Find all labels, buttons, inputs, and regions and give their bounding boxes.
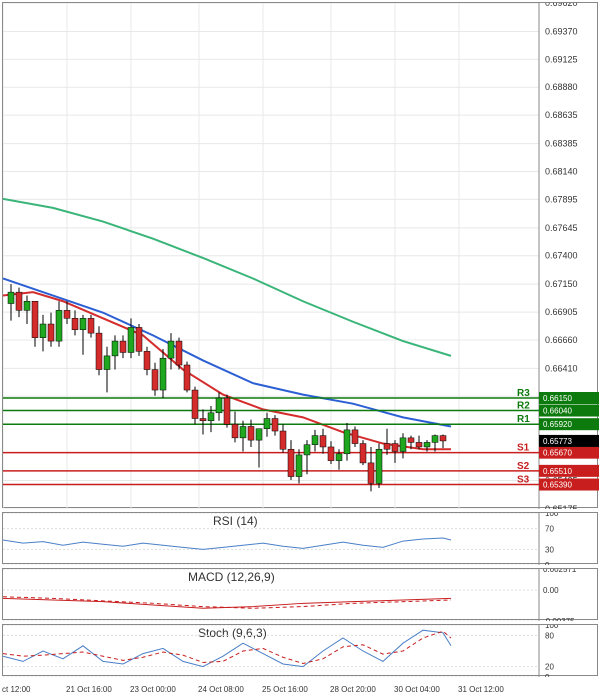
svg-text:0.65920: 0.65920 xyxy=(543,420,572,429)
rsi-panel: RSI (14) 10070300 xyxy=(2,512,598,564)
svg-text:R2: R2 xyxy=(517,401,530,412)
svg-text:S3: S3 xyxy=(517,475,530,486)
svg-text:23 Oct 00:00: 23 Oct 00:00 xyxy=(130,685,176,694)
svg-text:100: 100 xyxy=(545,513,559,518)
svg-text:R1: R1 xyxy=(517,414,530,425)
svg-text:0.68140: 0.68140 xyxy=(545,166,578,176)
svg-text:0.67895: 0.67895 xyxy=(545,194,578,204)
svg-text:S1: S1 xyxy=(517,443,530,454)
svg-text:0.69370: 0.69370 xyxy=(545,26,578,36)
svg-text:0.66660: 0.66660 xyxy=(545,335,578,345)
svg-text:100: 100 xyxy=(545,625,559,630)
svg-text:0.65670: 0.65670 xyxy=(543,449,572,458)
macd-panel: MACD (12,26,9) 0.0025710.00-0.00375 xyxy=(2,568,598,620)
xaxis-svg: ct 12:00 21 Oct 16:00 23 Oct 00:00 24 Oct 0… xyxy=(2,680,598,698)
svg-text:0.66040: 0.66040 xyxy=(543,407,572,416)
svg-text:0.68385: 0.68385 xyxy=(545,139,578,149)
svg-text:S2: S2 xyxy=(517,461,530,472)
svg-text:70: 70 xyxy=(545,525,554,534)
stoch-svg: 10080 200 xyxy=(3,625,599,677)
svg-text:25 Oct 16:00: 25 Oct 16:00 xyxy=(262,685,308,694)
x-axis: ct 12:00 21 Oct 16:00 23 Oct 00:00 24 Oct 0… xyxy=(2,680,598,698)
svg-text:0.66905: 0.66905 xyxy=(545,307,578,317)
stoch-panel: Stoch (9,6,3) 10080200 xyxy=(2,624,598,676)
svg-text:31 Oct 12:00: 31 Oct 12:00 xyxy=(458,685,504,694)
svg-text:0.65390: 0.65390 xyxy=(543,481,572,490)
svg-text:0: 0 xyxy=(545,561,550,565)
svg-text:0.65510: 0.65510 xyxy=(543,467,572,476)
svg-text:ct 12:00: ct 12:00 xyxy=(2,685,31,694)
svg-text:0.67150: 0.67150 xyxy=(545,279,578,289)
svg-text:0.67400: 0.67400 xyxy=(545,251,578,261)
svg-text:0.002571: 0.002571 xyxy=(543,569,577,574)
rsi-svg: 100 70 30 0 xyxy=(3,513,599,565)
svg-text:0.68880: 0.68880 xyxy=(545,82,578,92)
svg-text:80: 80 xyxy=(545,631,554,640)
svg-text:21 Oct 16:00: 21 Oct 16:00 xyxy=(66,685,112,694)
svg-text:0.68635: 0.68635 xyxy=(545,110,578,120)
svg-text:0.66410: 0.66410 xyxy=(545,363,578,373)
svg-text:30: 30 xyxy=(545,545,554,554)
main-chart-svg: 0.69620 0.69370 0.69125 0.68880 0.68635 0.683… xyxy=(3,3,599,509)
svg-text:0.00: 0.00 xyxy=(543,586,559,595)
svg-text:0.69620: 0.69620 xyxy=(545,3,578,8)
svg-text:-0.00375: -0.00375 xyxy=(543,617,575,621)
svg-text:R3: R3 xyxy=(517,388,530,399)
macd-svg: 0.002571 0.00 -0.00375 xyxy=(3,569,599,621)
main-price-chart: 0.69620 0.69370 0.69125 0.68880 0.68635 0.683… xyxy=(2,2,598,508)
svg-text:0.65773: 0.65773 xyxy=(543,437,572,446)
svg-text:0: 0 xyxy=(545,673,550,677)
svg-text:0.66150: 0.66150 xyxy=(543,394,572,403)
svg-text:24 Oct 08:00: 24 Oct 08:00 xyxy=(198,685,244,694)
svg-text:0.69125: 0.69125 xyxy=(545,54,578,64)
svg-text:28 Oct 20:00: 28 Oct 20:00 xyxy=(330,685,376,694)
svg-text:30 Oct 04:00: 30 Oct 04:00 xyxy=(394,685,440,694)
svg-text:20: 20 xyxy=(545,663,554,672)
svg-text:0.67645: 0.67645 xyxy=(545,223,578,233)
svg-text:0.65175: 0.65175 xyxy=(545,504,578,509)
